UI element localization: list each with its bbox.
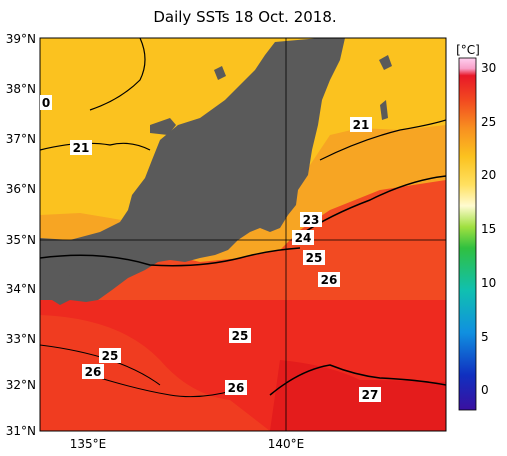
- lat-label: 32°N: [6, 378, 36, 392]
- colorbar: [°C] 30 25 20 15 10 5 0: [456, 43, 496, 411]
- contour-label: 21: [353, 118, 370, 132]
- contour-label: 21: [73, 141, 90, 155]
- land-mass: [40, 38, 392, 305]
- contour-label: 0: [42, 96, 50, 110]
- lat-label: 33°N: [6, 332, 36, 346]
- contour-label: 26: [321, 273, 338, 287]
- lat-label: 34°N: [6, 282, 36, 296]
- lat-label: 35°N: [6, 233, 36, 247]
- lat-label: 39°N: [6, 32, 36, 46]
- colorbar-tick: 30: [481, 61, 496, 75]
- colorbar-tick: 20: [481, 168, 496, 182]
- lat-label: 31°N: [6, 424, 36, 438]
- contour-label: 24: [295, 231, 312, 245]
- contour-label: 26: [85, 365, 102, 379]
- contour-label: 25: [306, 251, 323, 265]
- colorbar-tick: 15: [481, 222, 496, 236]
- contour-labels: 0 21 21 23 24 25 26 25 25 26 26 27: [40, 95, 381, 402]
- map-title: Daily SSTs 18 Oct. 2018.: [153, 8, 337, 26]
- longitude-axis: 135°E 140°E: [70, 437, 305, 451]
- colorbar-tick: 10: [481, 276, 496, 290]
- colorbar-tick: 25: [481, 115, 496, 129]
- contour-label: 27: [362, 388, 379, 402]
- lon-label: 135°E: [70, 437, 107, 451]
- lat-label: 37°N: [6, 132, 36, 146]
- latitude-axis: 39°N 38°N 37°N 36°N 35°N 34°N 33°N 32°N …: [6, 32, 36, 438]
- map-frame: [39, 37, 447, 432]
- lon-label: 140°E: [268, 437, 305, 451]
- contour-label: 25: [102, 349, 119, 363]
- colorbar-scale: [458, 57, 477, 411]
- contour-label: 25: [232, 329, 249, 343]
- colorbar-tick: 5: [481, 330, 489, 344]
- lat-label: 38°N: [6, 82, 36, 96]
- contour-label: 26: [228, 381, 245, 395]
- colorbar-unit: [°C]: [456, 43, 480, 57]
- contour-label: 23: [303, 213, 320, 227]
- colorbar-tick: 0: [481, 383, 489, 397]
- lat-label: 36°N: [6, 182, 36, 196]
